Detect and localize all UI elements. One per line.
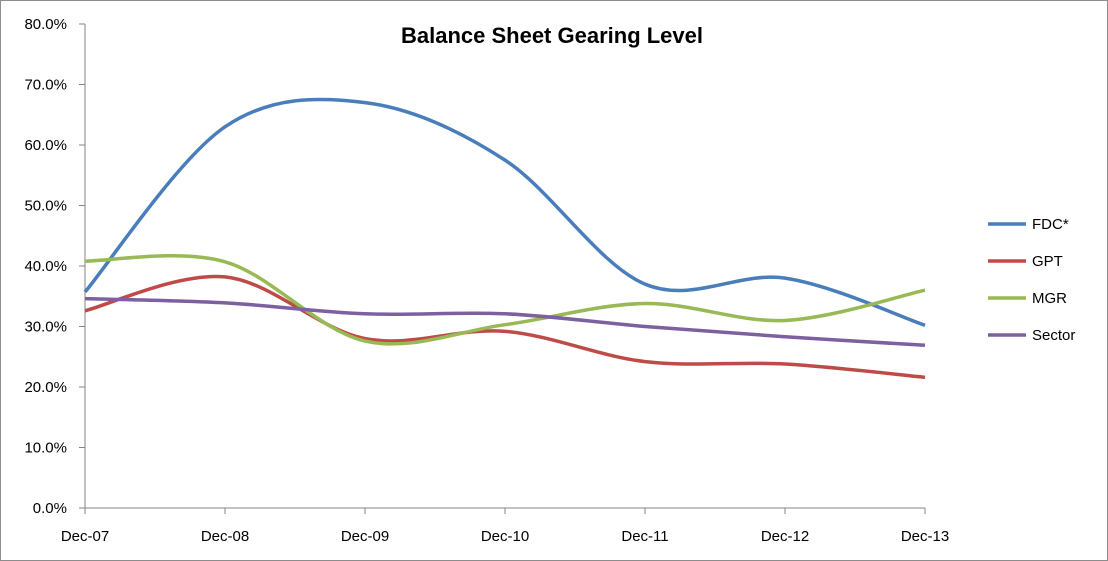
- chart-title: Balance Sheet Gearing Level: [401, 23, 703, 48]
- x-axis-ticks: Dec-07 Dec-08 Dec-09 Dec-10 Dec-11 Dec-12 Dec-…: [61, 508, 949, 545]
- series-line-sector: [84, 296, 926, 347]
- legend-label-gpt: GPT: [1032, 253, 1063, 270]
- x-tick-label: Dec-09: [341, 528, 389, 545]
- y-tick-label: 60.0%: [24, 137, 67, 154]
- x-tick-label: Dec-07: [61, 528, 109, 545]
- x-tick-label: Dec-10: [481, 528, 529, 545]
- x-tick-label: Dec-12: [761, 528, 809, 545]
- y-tick-label: 80.0%: [24, 16, 67, 33]
- y-tick-label: 20.0%: [24, 379, 67, 396]
- y-tick-label: 30.0%: [24, 319, 67, 336]
- x-tick-label: Dec-13: [901, 528, 949, 545]
- legend-label-fdc: FDC*: [1032, 216, 1069, 233]
- y-tick-label: 40.0%: [24, 258, 67, 275]
- y-tick-label: 50.0%: [24, 198, 67, 215]
- x-tick-label: Dec-08: [201, 528, 249, 545]
- y-axis-ticks: 0.0% 10.0% 20.0% 30.0% 40.0% 50.0% 60.0% 70.0% 8…: [24, 16, 85, 517]
- y-tick-label: 70.0%: [24, 77, 67, 94]
- y-tick-label: 10.0%: [24, 440, 67, 457]
- x-tick-label: Dec-11: [621, 528, 668, 545]
- legend-label-mgr: MGR: [1032, 290, 1067, 307]
- series-line-mgr: [84, 253, 926, 346]
- legend: FDC* GPT MGR Sector: [988, 216, 1075, 344]
- series-line-gpt: [84, 274, 926, 380]
- y-tick-label: 0.0%: [33, 500, 67, 517]
- series-lines: [83, 97, 926, 380]
- series-line-fdc: [83, 97, 926, 327]
- legend-label-sector: Sector: [1032, 327, 1075, 344]
